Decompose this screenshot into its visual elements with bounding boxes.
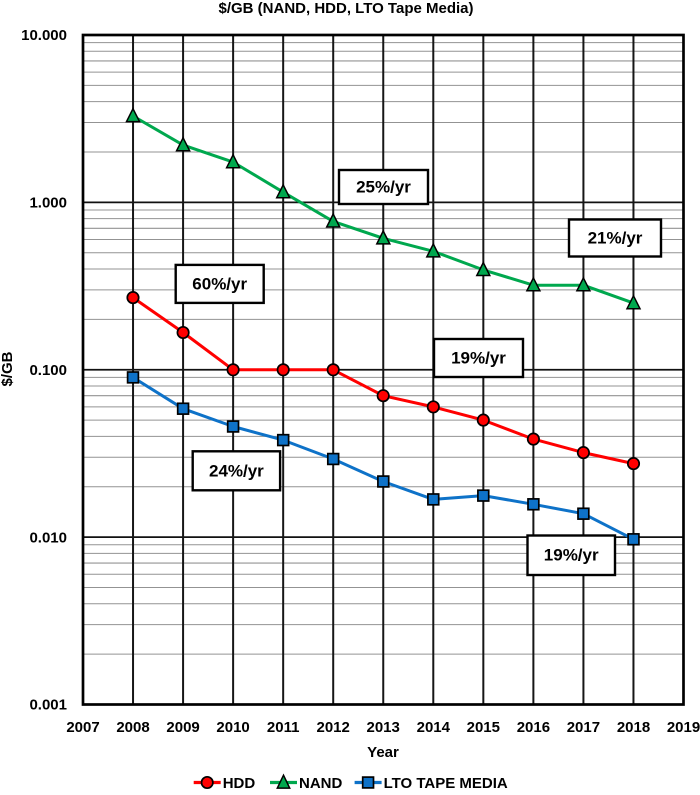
svg-text:21%/yr: 21%/yr xyxy=(588,229,643,248)
svg-text:2009: 2009 xyxy=(166,719,199,736)
svg-text:2017: 2017 xyxy=(567,719,600,736)
svg-text:19%/yr: 19%/yr xyxy=(451,349,506,368)
svg-text:2007: 2007 xyxy=(66,719,99,736)
svg-text:10.000: 10.000 xyxy=(21,27,67,44)
svg-text:$/GB: $/GB xyxy=(0,351,16,386)
svg-text:24%/yr: 24%/yr xyxy=(209,461,264,480)
svg-text:2018: 2018 xyxy=(617,719,650,736)
svg-text:2016: 2016 xyxy=(517,719,550,736)
svg-text:LTO TAPE MEDIA: LTO TAPE MEDIA xyxy=(384,775,508,792)
svg-text:2011: 2011 xyxy=(267,719,300,736)
svg-text:HDD: HDD xyxy=(223,775,256,792)
svg-text:60%/yr: 60%/yr xyxy=(192,274,247,293)
svg-text:2015: 2015 xyxy=(467,719,500,736)
svg-text:2008: 2008 xyxy=(116,719,149,736)
svg-text:Year: Year xyxy=(367,744,399,761)
svg-text:25%/yr: 25%/yr xyxy=(356,178,411,197)
svg-text:2013: 2013 xyxy=(367,719,400,736)
svg-text:2019: 2019 xyxy=(667,719,700,736)
svg-text:NAND: NAND xyxy=(299,775,342,792)
svg-text:19%/yr: 19%/yr xyxy=(544,546,599,565)
svg-text:1.000: 1.000 xyxy=(29,195,67,212)
svg-text:2012: 2012 xyxy=(317,719,350,736)
svg-text:2010: 2010 xyxy=(216,719,249,736)
svg-text:$/GB (NAND, HDD, LTO Tape Medi: $/GB (NAND, HDD, LTO Tape Media) xyxy=(218,0,473,17)
svg-text:0.010: 0.010 xyxy=(29,529,67,546)
svg-text:0.001: 0.001 xyxy=(29,697,67,714)
svg-text:0.100: 0.100 xyxy=(29,362,67,379)
svg-text:2014: 2014 xyxy=(417,719,451,736)
